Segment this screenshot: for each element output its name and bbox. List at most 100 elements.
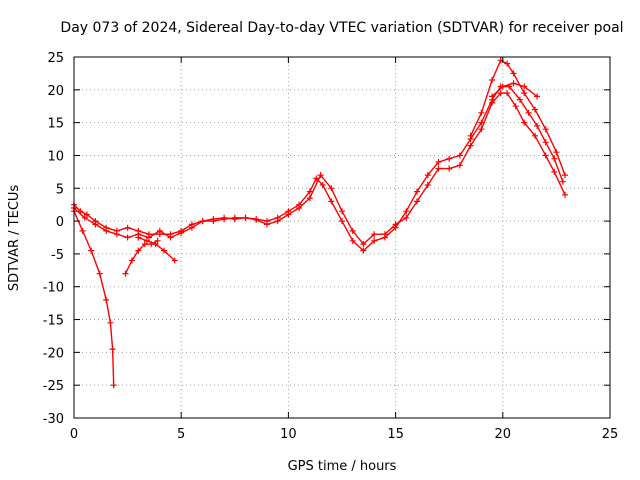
ticks: 0 5 10 15 20 25 25 20 15 10 5 0 -5 -10 -15 -20 -25 -30 (43, 51, 619, 442)
data-point (521, 90, 528, 97)
data-point (360, 247, 367, 254)
data-point (532, 106, 538, 113)
data-point (424, 182, 431, 188)
data-point (231, 216, 238, 223)
data-point (161, 247, 167, 254)
data-point (171, 257, 178, 264)
data-point (517, 96, 523, 103)
data-point (154, 237, 161, 244)
series-line (469, 59, 566, 176)
data-point (328, 198, 335, 205)
data-point (534, 93, 541, 100)
data-point (559, 178, 566, 185)
data-point (349, 227, 356, 234)
data-point (107, 319, 114, 326)
data-point (264, 221, 270, 228)
data-point (403, 214, 410, 221)
data-point (156, 227, 163, 234)
y-tick-label: -25 (43, 379, 64, 394)
chart-title: Day 073 of 2024, Sidereal Day-to-day VTE… (60, 20, 623, 36)
data-point (360, 241, 367, 248)
data-point (371, 237, 378, 244)
x-tick-label: 5 (177, 427, 185, 442)
data-point (81, 214, 88, 221)
data-point (339, 208, 345, 215)
y-tick-label: -30 (43, 412, 64, 427)
data-point (542, 139, 549, 146)
plot-frame (73, 56, 611, 419)
data-point (253, 216, 260, 223)
y-tick-label: 5 (56, 182, 64, 197)
data-point (499, 83, 506, 90)
data-point (534, 122, 541, 129)
data-point (562, 191, 568, 198)
data-point (371, 231, 378, 238)
data-point (435, 159, 442, 165)
data-point (510, 80, 517, 87)
data-point (124, 224, 131, 231)
data-point (135, 247, 142, 254)
data-point (328, 185, 335, 192)
grid (74, 57, 610, 418)
data-point (542, 126, 549, 133)
data-point (221, 214, 228, 221)
data-point (551, 168, 558, 175)
data-point (135, 234, 142, 241)
y-tick-label: -20 (43, 346, 64, 361)
data-point (88, 247, 95, 254)
data-point (146, 234, 152, 241)
data-point (109, 346, 116, 353)
series-upper-peak-trace (467, 57, 568, 179)
y-tick-label: 25 (47, 51, 64, 66)
data-point (512, 103, 519, 110)
data-point (143, 237, 150, 244)
series-line (73, 210, 115, 386)
y-tick-label: 10 (47, 149, 64, 164)
data-point (478, 126, 485, 133)
data-point (92, 221, 99, 228)
y-axis-label: SDTVAR / TECUs (7, 185, 22, 292)
data-point (521, 83, 528, 90)
y-tick-label: 0 (56, 215, 64, 230)
data-point (83, 211, 90, 218)
data-point (525, 109, 532, 116)
data-point (113, 231, 120, 238)
data-point (167, 234, 174, 241)
data-point (349, 237, 356, 244)
data-point (199, 218, 206, 225)
data-point (435, 165, 442, 172)
data-point (285, 211, 292, 218)
data-point (456, 162, 463, 169)
data-point (274, 218, 281, 225)
data-point (306, 195, 313, 202)
data-point (553, 149, 560, 156)
data-point (489, 99, 496, 106)
data-point (317, 172, 324, 179)
data-point (319, 182, 326, 188)
data-point (96, 270, 103, 277)
data-point (562, 172, 568, 179)
data-point (504, 60, 511, 67)
data-point (152, 241, 159, 248)
x-tick-label: 0 (70, 427, 78, 442)
x-tick-label: 20 (495, 427, 512, 442)
data-point (510, 70, 517, 77)
data-point (446, 165, 453, 172)
data-point (110, 382, 117, 389)
data-point (141, 241, 148, 248)
data-point (188, 224, 195, 231)
series-short-branch-B (135, 234, 178, 264)
data-point (467, 132, 474, 139)
x-tick-label: 15 (387, 427, 404, 442)
series-layer (71, 57, 568, 389)
data-point (414, 198, 420, 205)
series-line (124, 240, 159, 275)
data-point (497, 90, 504, 97)
data-point (124, 234, 131, 241)
data-point (296, 205, 303, 211)
data-point (210, 216, 217, 223)
data-point (542, 152, 549, 159)
data-point (446, 155, 453, 162)
data-point (467, 142, 474, 149)
